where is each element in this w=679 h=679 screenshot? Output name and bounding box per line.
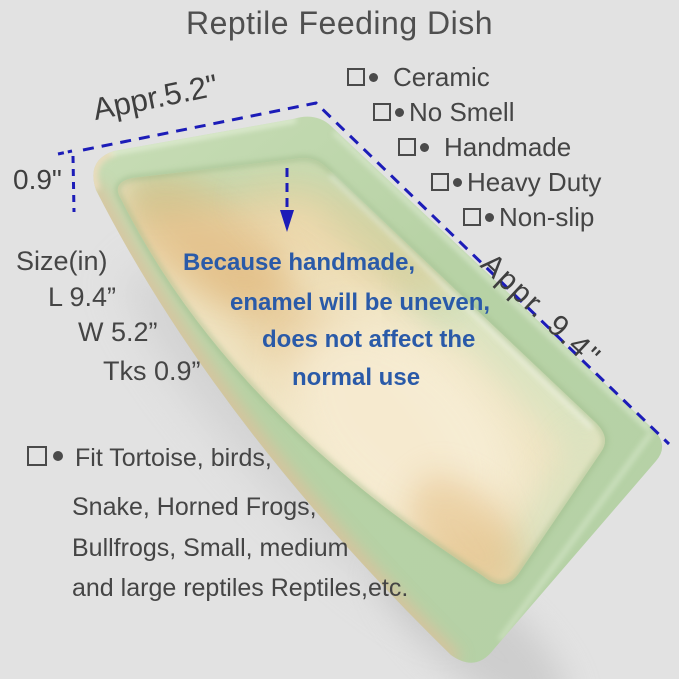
checkbox-icon xyxy=(398,138,416,156)
height-dimension-label: 0.9" xyxy=(13,164,62,195)
feature-label: No Smell xyxy=(409,96,515,127)
note-line: enamel will be uneven, xyxy=(230,289,491,316)
note-line: does not affect the xyxy=(262,326,476,353)
size-title: Size(in) xyxy=(16,246,108,276)
checkbox-icon xyxy=(431,173,449,191)
bullet-icon xyxy=(420,142,429,152)
size-line-width: W 5.2” xyxy=(78,317,158,347)
bullet-icon xyxy=(395,107,404,117)
bullet-icon xyxy=(485,212,494,222)
feature-label: Heavy Duty xyxy=(467,166,602,197)
feature-row-ceramic: Ceramic xyxy=(347,61,490,92)
checkbox-icon xyxy=(463,208,481,226)
feature-row-heavy-duty: Heavy Duty xyxy=(431,166,602,197)
suitability-line: Fit Tortoise, birds, xyxy=(75,444,272,472)
bullet-icon xyxy=(53,451,63,461)
size-line-thickness: Tks 0.9” xyxy=(103,356,201,386)
feature-row-handmade: Handmade xyxy=(398,131,572,162)
note-line: Because handmade, xyxy=(183,249,416,276)
bullet-icon xyxy=(453,177,462,187)
page-title: Reptile Feeding Dish xyxy=(185,5,494,41)
suitability-line: Bullfrogs, Small, medium xyxy=(72,534,349,562)
suitability-line: and large reptiles Reptiles,etc. xyxy=(72,574,409,602)
checkbox-icon xyxy=(347,68,365,86)
suitability-marker xyxy=(27,446,63,466)
dimension-lines xyxy=(57,101,671,446)
checkbox-icon xyxy=(27,446,47,466)
suitability-line: Snake, Horned Frogs, xyxy=(72,493,317,521)
bullet-icon xyxy=(369,72,378,82)
size-line-length: L 9.4” xyxy=(48,282,117,312)
feature-label: Handmade xyxy=(444,131,572,162)
feature-row-no-smell: No Smell xyxy=(373,96,515,127)
feature-label: Ceramic xyxy=(393,61,490,92)
feature-label: Non-slip xyxy=(499,201,595,232)
note-line: normal use xyxy=(292,364,421,391)
feature-row-non-slip: Non-slip xyxy=(463,201,595,232)
checkbox-icon xyxy=(373,103,391,121)
